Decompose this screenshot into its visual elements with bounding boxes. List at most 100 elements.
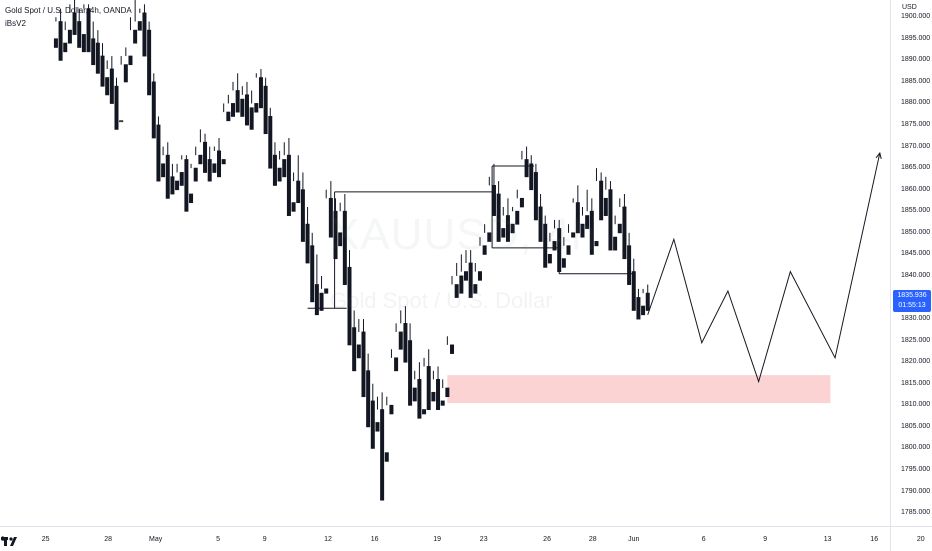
candle-down <box>77 21 82 48</box>
price-tick-label: 1820.000 <box>901 358 931 366</box>
time-tick-label: 12 <box>324 536 332 543</box>
candle-down <box>575 202 580 234</box>
candle-down <box>398 331 403 350</box>
candle-down <box>417 379 422 419</box>
candle-down <box>114 85 119 130</box>
candle-down <box>268 116 273 169</box>
candle-down <box>151 81 156 139</box>
candle-down <box>380 409 385 501</box>
candle-down <box>203 141 208 173</box>
candle-down <box>571 232 576 238</box>
candle-down <box>258 77 263 109</box>
candle-down <box>244 94 249 126</box>
candle-down <box>529 163 534 191</box>
candle-down <box>272 154 277 186</box>
price-tick-label: 1865.000 <box>901 164 931 172</box>
candle-up <box>119 120 124 123</box>
time-axis[interactable]: 12528May59121619232628Jun69131620 <box>0 526 925 551</box>
time-tick-label: 26 <box>543 536 551 543</box>
candle-down <box>543 223 548 268</box>
candle-down <box>473 284 478 294</box>
candle-down <box>226 111 231 122</box>
watermark-description: Gold Spot / U.S. Dollar <box>330 288 553 313</box>
time-tick-label: 19 <box>433 536 441 543</box>
candle-down <box>645 292 650 311</box>
candle-down <box>342 210 347 285</box>
axis-corner <box>890 526 932 551</box>
price-axis[interactable]: USD 1785.000 1790.000 1795.000 1800.000 1805… <box>890 0 932 526</box>
candle-down <box>95 42 100 74</box>
candle-down <box>487 232 492 242</box>
projection-arrowhead <box>875 151 882 160</box>
candle-down <box>109 68 114 104</box>
candle-down <box>426 366 431 410</box>
chart-legend: Gold Spot / U.S. Dollar, 4h, OANDA iBsV2 <box>5 4 132 30</box>
candle-down <box>375 422 380 432</box>
candle-down <box>100 55 105 87</box>
price-tick-label: 1890.000 <box>901 56 931 64</box>
price-tick-label: 1795.000 <box>901 465 931 473</box>
candle-down <box>179 172 184 186</box>
candle-down <box>636 297 641 320</box>
demand-zone <box>447 375 831 404</box>
candle-down <box>91 38 96 66</box>
candle-down <box>147 29 152 96</box>
candle-down <box>291 202 296 212</box>
candle-down <box>53 38 58 48</box>
candle-down <box>352 327 357 372</box>
candle-down <box>72 12 77 35</box>
candle-down <box>408 340 413 406</box>
candle-down <box>524 159 529 178</box>
indicator-label[interactable]: iBsV2 <box>5 19 26 28</box>
price-tick-label: 1830.000 <box>901 315 931 323</box>
candle-down <box>254 103 259 113</box>
candle-down <box>356 344 361 359</box>
candle-down <box>324 288 329 294</box>
candle-down <box>585 215 590 229</box>
symbol-title[interactable]: Gold Spot / U.S. Dollar, 4h, OANDA <box>5 6 132 15</box>
candle-down <box>547 253 552 264</box>
projection-path <box>647 152 881 384</box>
tradingview-logo[interactable] <box>1 535 21 549</box>
candle-down <box>170 176 175 195</box>
price-tick-label: 1815.000 <box>901 379 931 387</box>
candle-down <box>403 322 408 363</box>
candle-down <box>230 103 235 117</box>
candle-down <box>347 266 352 346</box>
price-tick-label: 1860.000 <box>901 185 931 193</box>
time-tick-label: May <box>149 536 163 543</box>
candle-down <box>501 228 506 238</box>
candle-down <box>198 154 203 165</box>
candle-down <box>422 409 427 415</box>
time-tick-label: 20 <box>916 536 925 543</box>
candle-down <box>67 29 72 44</box>
chart-area[interactable]: XAUUSD, 4h Gold Spot / U.S. Dollar Gold … <box>0 0 890 526</box>
candle-down <box>142 12 147 57</box>
candle-down <box>510 223 515 234</box>
candle-down <box>300 189 305 242</box>
candle-down <box>538 206 543 242</box>
candle-down <box>165 154 170 199</box>
candle-down <box>436 379 441 410</box>
price-tick-label: 1875.000 <box>901 121 931 129</box>
candle-down <box>412 387 417 402</box>
candle-down <box>328 197 333 238</box>
candle-down <box>459 275 464 294</box>
candle-down <box>282 159 287 178</box>
price-chart[interactable] <box>0 0 890 526</box>
time-tick-label: 9 <box>262 536 267 543</box>
candle-down <box>431 391 436 402</box>
price-tick-label: 1880.000 <box>901 99 931 107</box>
price-tick-label: 1885.000 <box>901 77 931 85</box>
price-tick-label: 1870.000 <box>901 142 931 150</box>
candle-down <box>580 223 585 238</box>
candle-down <box>384 452 389 462</box>
candle-down <box>235 90 240 113</box>
candle-down <box>338 232 343 247</box>
price-tick-label: 1810.000 <box>901 401 931 409</box>
time-tick-label: 13 <box>823 536 832 543</box>
candle-down <box>133 29 138 44</box>
candle-down <box>445 387 450 398</box>
candle-down <box>594 241 599 247</box>
candle-down <box>454 284 459 298</box>
